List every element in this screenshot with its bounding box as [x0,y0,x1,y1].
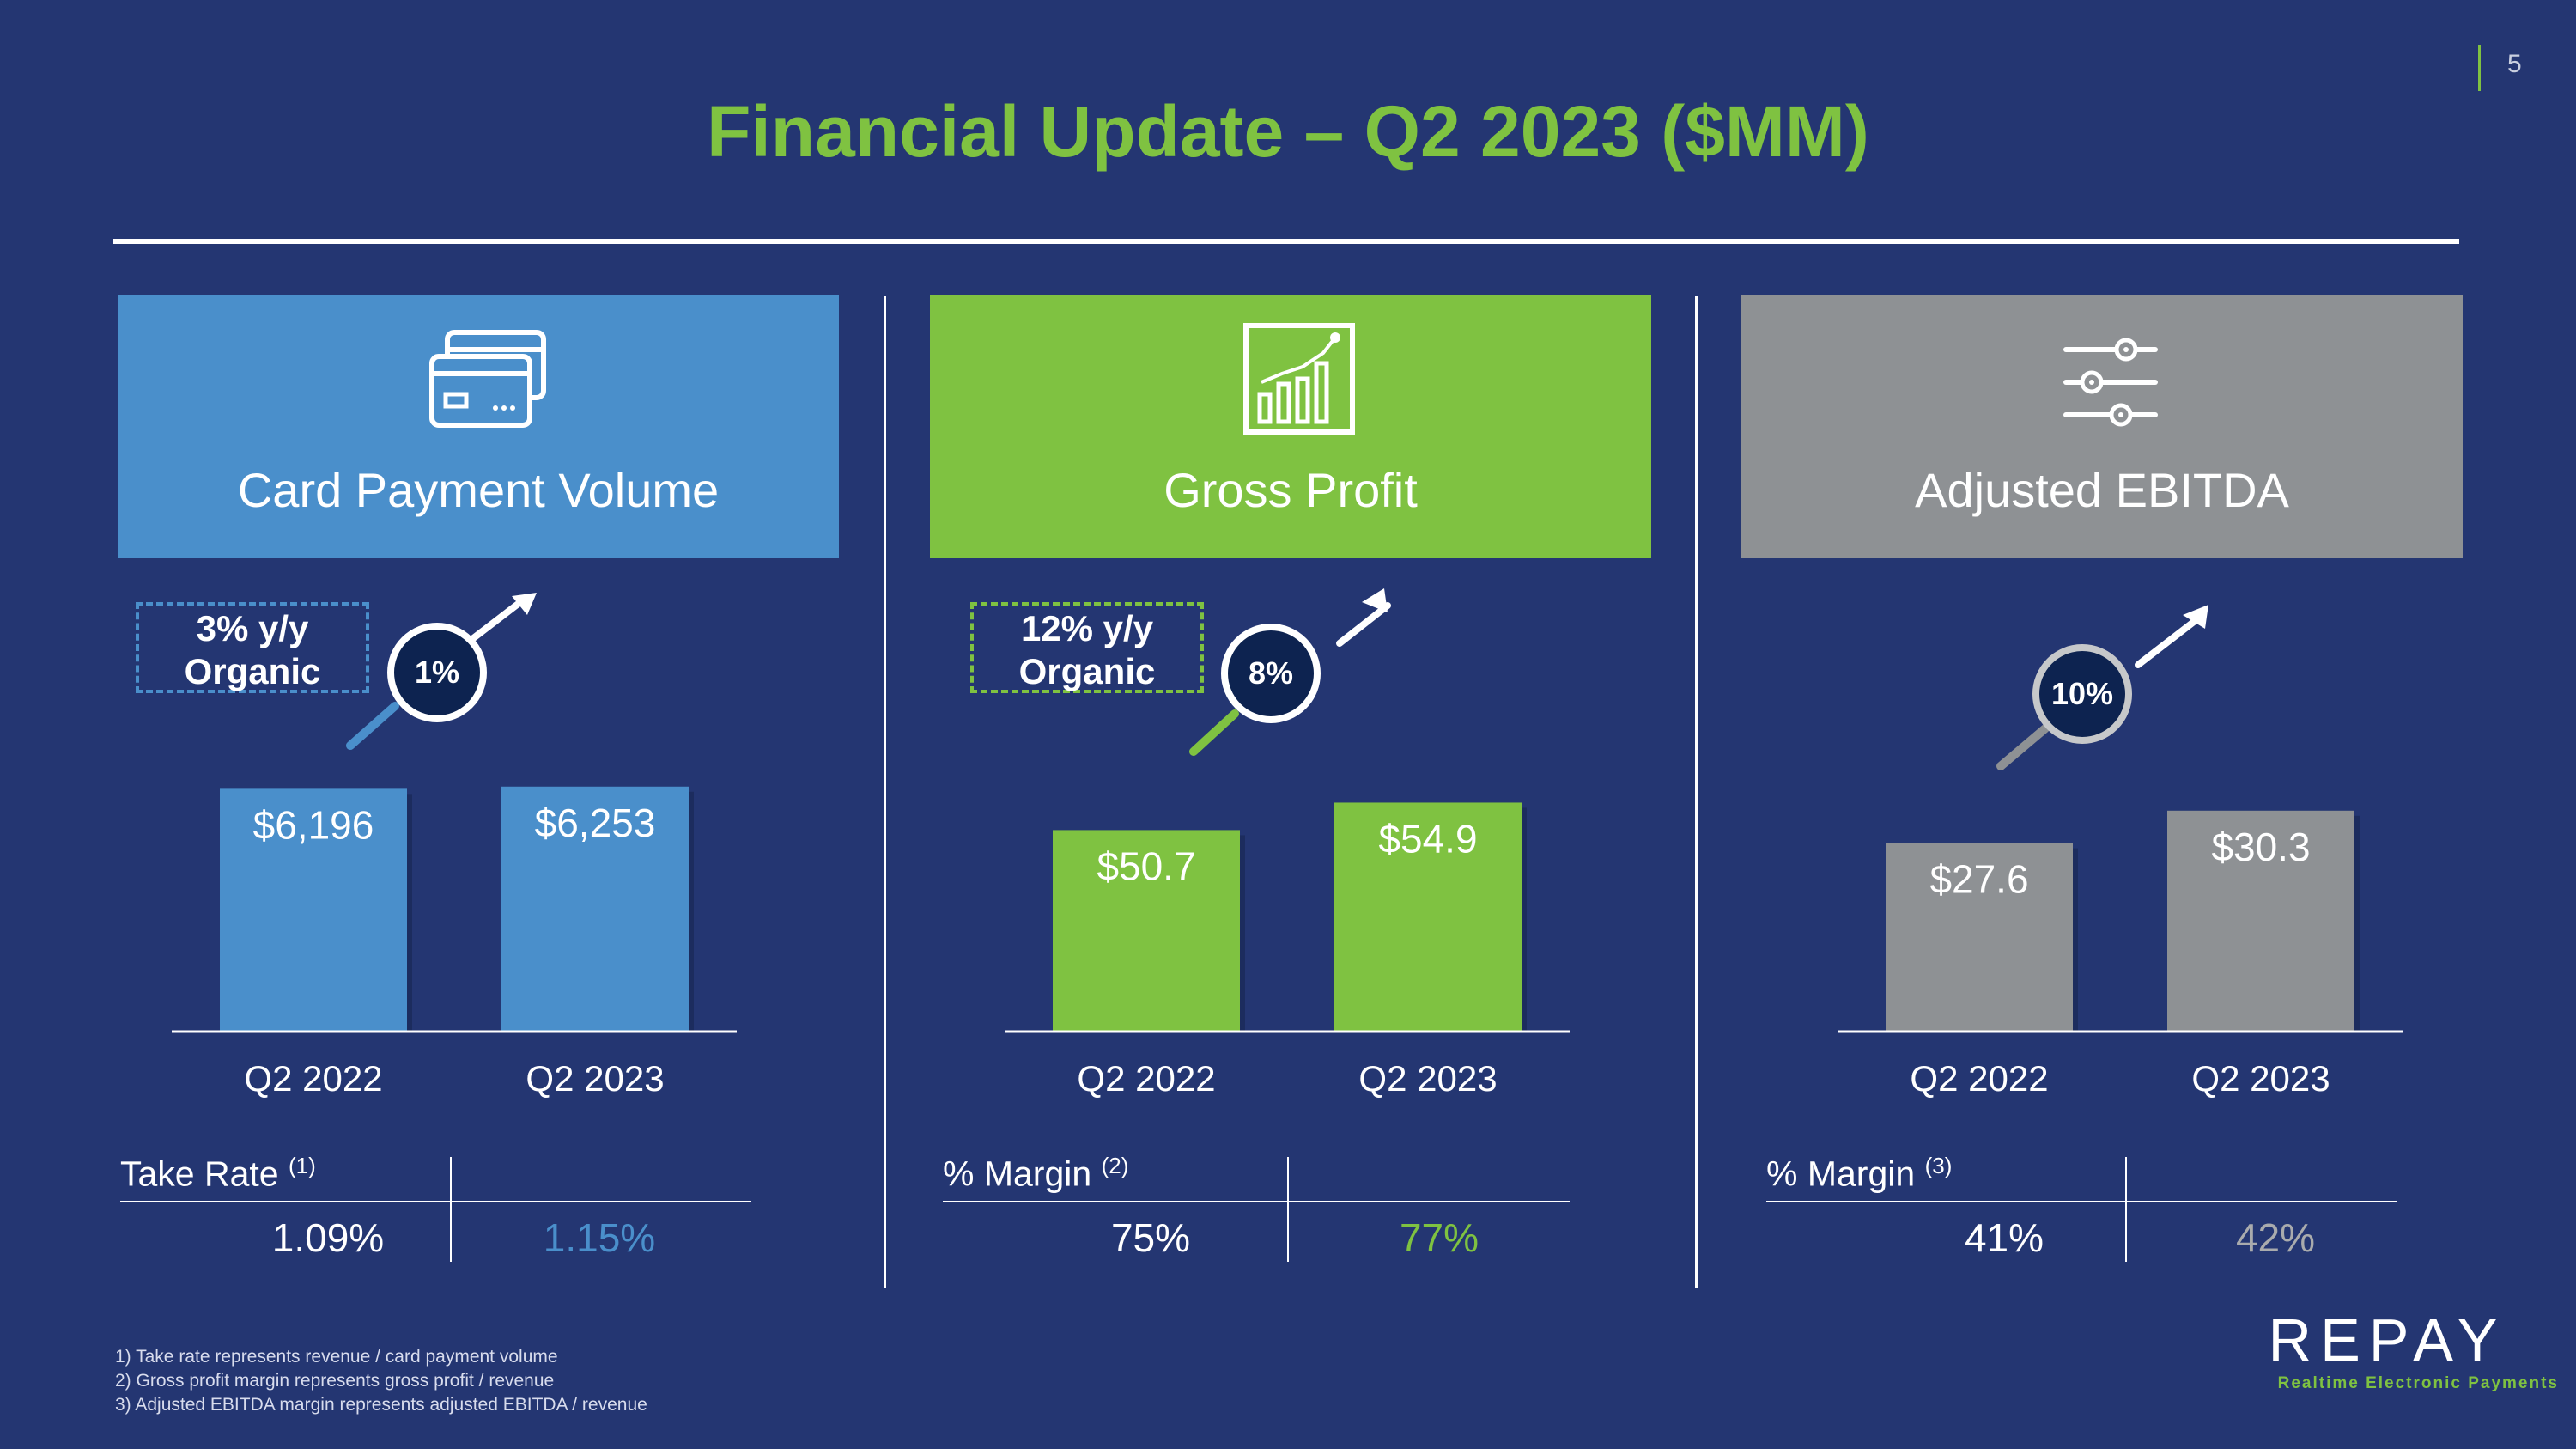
metric-label: % Margin (2) [943,1153,1128,1195]
growth-badge: 10% [2032,644,2132,744]
page-title: Financial Update – Q2 2023 ($MM) [707,91,1869,172]
sliders-icon [2063,338,2158,427]
title-rule [113,239,2459,244]
panel-header-gross-profit: Gross Profit [930,295,1651,558]
growth-magnifier [346,593,537,750]
bar-chart-adjusted-ebitda: $27.6 Q2 2022 $30.3 Q2 2023 [1838,810,2403,1099]
bar-q2-2022 [1053,830,1240,1031]
growth-badge: 8% [1221,624,1321,723]
bar-q2-2023 [2167,810,2354,1031]
footnote-2: 2) Gross profit margin represents gross … [115,1371,555,1391]
data-label: $27.6 [1929,857,2028,902]
data-label: $6,253 [535,801,656,845]
data-label: $30.3 [2211,825,2310,869]
bar-q2-2023 [1334,802,1522,1031]
metric-divider [1287,1157,1289,1262]
panel-title: Card Payment Volume [237,463,720,517]
footnote-3: 3) Adjusted EBITDA margin represents adj… [115,1395,647,1415]
metric-rule [1766,1201,2397,1202]
data-label: $54.9 [1378,816,1477,861]
metric-label: Take Rate (1) [120,1153,316,1195]
metric-divider [2125,1157,2127,1262]
x-tick-label: Q2 2022 [244,1058,382,1099]
metric-value-2022: 41% [1964,1215,2044,1260]
column-divider [1695,296,1698,1288]
metric-label: % Margin (3) [1766,1153,1952,1195]
footnote-ref: (1) [289,1153,316,1178]
metric-rule [120,1201,751,1202]
growth-magnifier [1996,605,2208,770]
x-tick-label: Q2 2023 [526,1058,664,1099]
bar-q2-2022 [220,788,407,1031]
x-tick-label: Q2 2022 [1910,1058,2048,1099]
bar-q2-2022 [1886,843,2073,1031]
bar-chart-growth-icon [1243,323,1355,435]
growth-badge: 1% [387,623,487,722]
page-number-divider [2478,45,2481,91]
metric-value-2023: 42% [2235,1215,2316,1260]
footnote-1: 1) Take rate represents revenue / card p… [115,1347,558,1367]
metric-value-2022: 75% [1110,1215,1191,1260]
metric-value-2023: 77% [1399,1215,1479,1260]
metric-value-2022: 1.09% [271,1215,385,1260]
panel-title: Adjusted EBITDA [1915,463,2289,517]
data-label: $6,196 [253,802,374,847]
credit-cards-icon [429,330,546,428]
metric-rule [943,1201,1570,1202]
x-tick-label: Q2 2023 [1358,1058,1497,1099]
organic-growth-box: 12% y/y Organic [970,602,1204,693]
bar-chart-card-volume: $6,196 Q2 2022 $6,253 Q2 2023 [172,786,737,1099]
bar-chart-gross-profit: $50.7 Q2 2022 $54.9 Q2 2023 [1005,802,1570,1099]
organic-growth-box: 3% y/y Organic [136,602,369,693]
growth-magnifier [1189,588,1391,756]
metric-divider [450,1157,452,1262]
x-tick-label: Q2 2022 [1077,1058,1215,1099]
panel-header-adjusted-ebitda: Adjusted EBITDA [1741,295,2463,558]
footnote-ref: (3) [1924,1153,1953,1178]
metric-value-2023: 1.15% [543,1215,656,1260]
panel-header-card-volume: Card Payment Volume [118,295,839,558]
x-tick-label: Q2 2023 [2191,1058,2330,1099]
column-divider [884,296,886,1288]
logo-tagline: Realtime Electronic Payments [2277,1374,2559,1392]
footnote-ref: (2) [1101,1153,1129,1178]
bar-q2-2023 [501,786,689,1031]
metric-label-text: % Margin [943,1154,1092,1194]
repay-logo: REPAY [2268,1306,2506,1373]
metric-label-text: Take Rate [120,1154,279,1194]
page-number: 5 [2507,50,2522,78]
data-label: $50.7 [1097,843,1195,888]
metric-label-text: % Margin [1766,1154,1916,1194]
panel-title: Gross Profit [1163,463,1418,517]
